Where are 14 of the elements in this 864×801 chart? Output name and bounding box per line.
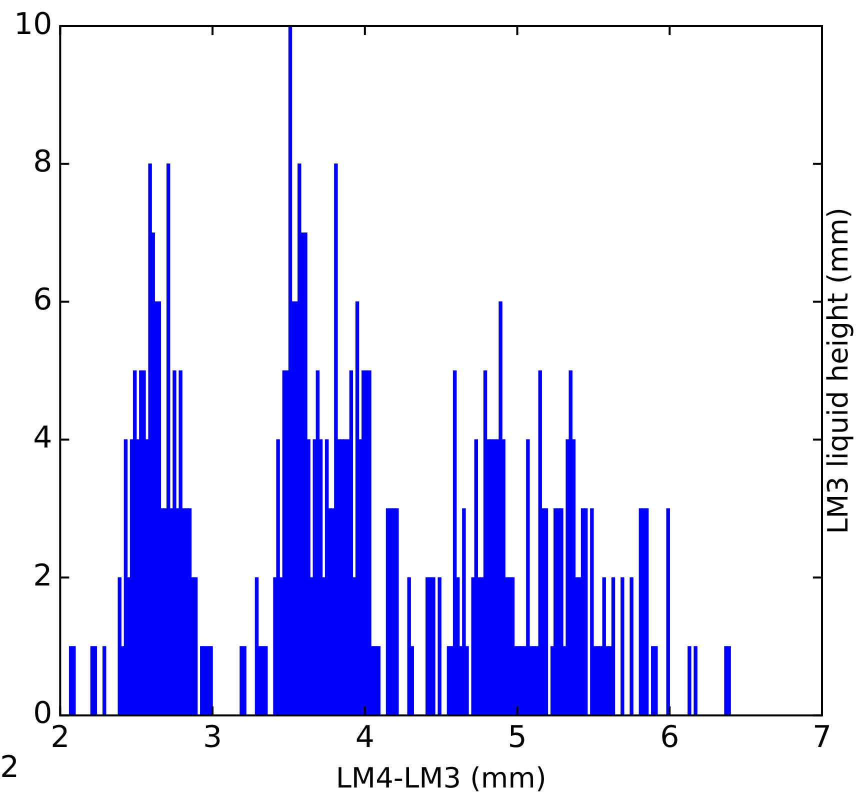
- y-axis-title: LM3 liquid height (mm): [821, 207, 854, 534]
- x-tick-label: 7: [812, 720, 832, 756]
- x-axis-title: LM4-LM3 (mm): [336, 761, 546, 794]
- x-tick-label: 6: [660, 720, 680, 756]
- y-tick-label: 6: [33, 282, 52, 318]
- y-tick-label: 2: [33, 558, 52, 594]
- y-tick-label: 8: [33, 144, 52, 180]
- y-tick-label: 4: [33, 420, 52, 456]
- y-tick-label: 0: [33, 696, 52, 732]
- x-tick-label: 4: [355, 720, 374, 756]
- y-tick-label: 10: [14, 6, 52, 42]
- x-tick-label: 5: [508, 720, 527, 756]
- text: 2: [0, 750, 20, 785]
- x-tick-label: 3: [202, 720, 222, 756]
